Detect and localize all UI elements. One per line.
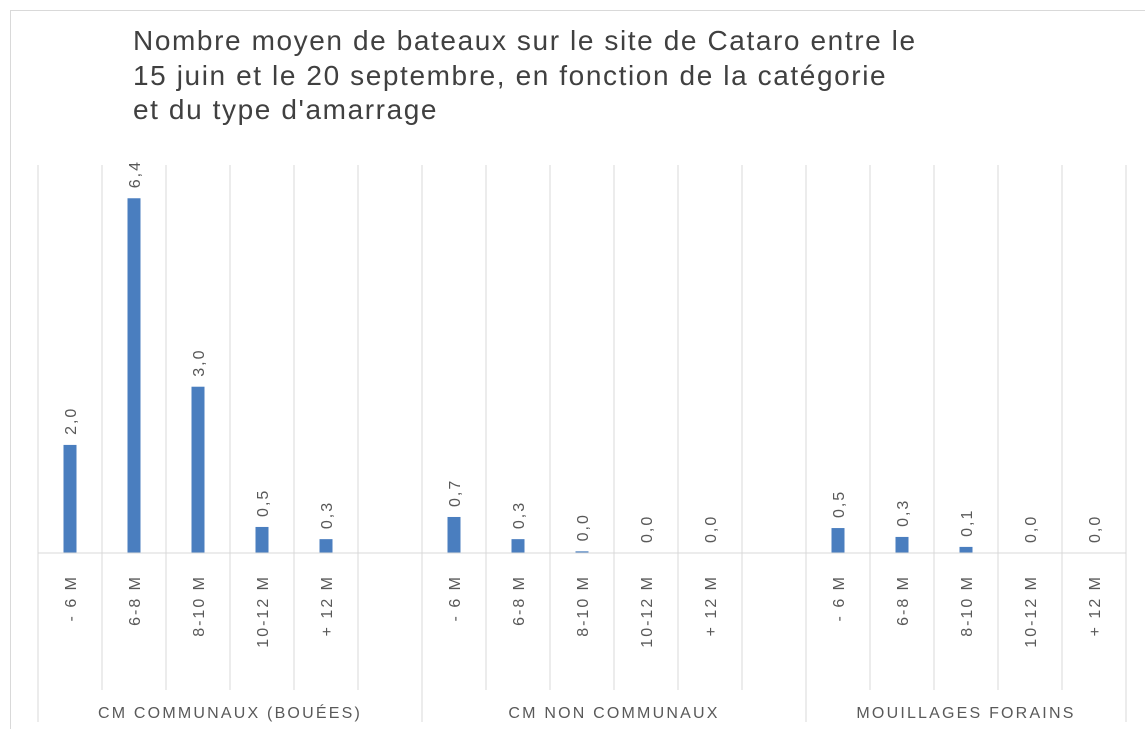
value-label: 0,7 [447, 479, 464, 507]
x-tick-label: 8-10 M [191, 575, 208, 637]
bar [255, 526, 269, 553]
bar [959, 546, 973, 553]
bar [575, 551, 589, 553]
chart-title: et du type d'amarrage [133, 94, 438, 125]
value-label: 0,5 [255, 489, 272, 517]
bar [319, 539, 333, 553]
value-label: 6,4 [127, 160, 144, 188]
value-label: 3,0 [191, 348, 208, 376]
bar [63, 444, 77, 553]
chart-frame [10, 10, 1145, 729]
x-tick-label: + 12 M [1087, 575, 1104, 636]
chart-title: 15 juin et le 20 septembre, en fonction … [133, 60, 887, 91]
x-tick-label: 6-8 M [895, 575, 912, 626]
x-tick-label: 6-8 M [511, 575, 528, 626]
value-label: 0,3 [319, 501, 336, 529]
value-label: 0,0 [1087, 515, 1104, 543]
x-tick-label: 10-12 M [639, 575, 656, 648]
bar [511, 539, 525, 553]
x-tick-label: - 6 M [831, 575, 848, 621]
x-tick-label: 8-10 M [959, 575, 976, 637]
x-tick-label: - 6 M [63, 575, 80, 621]
bar [191, 386, 205, 553]
x-tick-label: 10-12 M [255, 575, 272, 648]
group-label: CM NON COMMUNAUX [508, 705, 719, 722]
bar [447, 516, 461, 553]
bar [895, 536, 909, 553]
value-label: 0,3 [511, 501, 528, 529]
x-tick-label: + 12 M [319, 575, 336, 636]
group-label: CM COMMUNAUX (BOUÉES) [98, 703, 362, 722]
chart-title: Nombre moyen de bateaux sur le site de C… [133, 25, 917, 56]
bar [127, 198, 141, 553]
x-tick-label: 10-12 M [1023, 575, 1040, 648]
value-label: 2,0 [63, 407, 80, 435]
bar [831, 528, 845, 553]
x-tick-label: + 12 M [703, 575, 720, 636]
value-label: 0,0 [703, 515, 720, 543]
value-label: 0,3 [895, 499, 912, 527]
x-tick-label: - 6 M [447, 575, 464, 621]
x-tick-label: 6-8 M [127, 575, 144, 626]
value-label: 0,1 [959, 509, 976, 537]
group-label: MOUILLAGES FORAINS [856, 705, 1075, 722]
x-tick-label: 8-10 M [575, 575, 592, 637]
value-label: 0,0 [1023, 515, 1040, 543]
value-label: 0,0 [575, 513, 592, 541]
value-label: 0,0 [639, 515, 656, 543]
value-label: 0,5 [831, 490, 848, 518]
